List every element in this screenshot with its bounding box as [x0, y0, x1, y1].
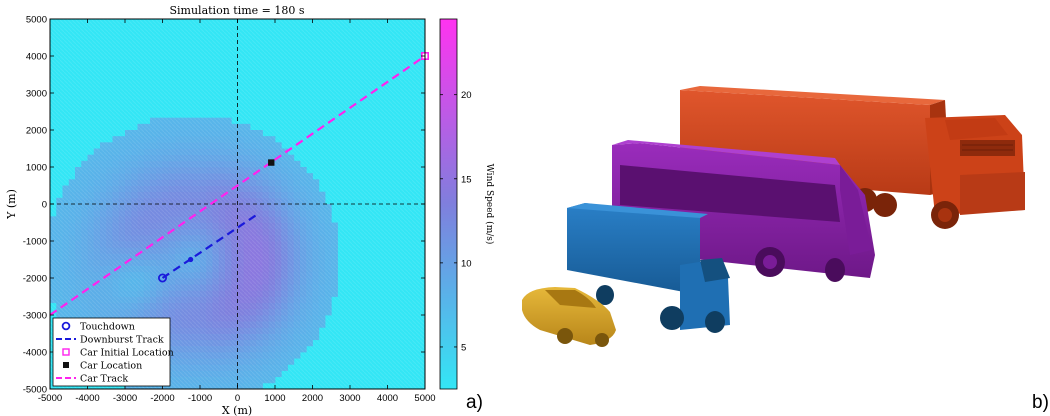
y-tick-label: 1000 [26, 163, 47, 174]
y-tick-label: 4000 [26, 52, 47, 63]
y-tick-label: -2000 [23, 274, 47, 285]
panel-label-a: a) [466, 392, 483, 413]
x-tick-label: -3000 [113, 393, 137, 404]
colorbar: 5 10 15 20 Wind Speed (m/s) [439, 18, 495, 390]
x-axis-label: X (m) [222, 404, 252, 416]
legend-label: Touchdown [80, 322, 135, 333]
colorbar-tick-label: 10 [461, 258, 472, 269]
colorbar-ticks: 5 10 15 20 [440, 90, 472, 353]
chart-title: Simulation time = 180 s [169, 4, 304, 17]
y-tick-label: -4000 [23, 348, 47, 359]
x-tick-label: 4000 [377, 393, 398, 404]
x-tick-label: -2000 [150, 393, 174, 404]
colorbar-label: Wind Speed (m/s) [484, 164, 495, 245]
car-model [522, 287, 616, 347]
touchdown-marker [157, 273, 167, 283]
downburst-current-point [188, 256, 194, 263]
x-tick-label: -4000 [75, 393, 99, 404]
panel-label-b: b) [1032, 392, 1049, 413]
x-tick-label: -1000 [188, 393, 212, 404]
y-tick-label: 2000 [26, 126, 47, 137]
x-tick-label: 1000 [264, 393, 285, 404]
x-tick-label: 2000 [302, 393, 323, 404]
y-tick-label: 3000 [26, 89, 47, 100]
legend-label: Car Track [80, 374, 128, 385]
y-tick-label: 0 [42, 200, 47, 211]
vehicles-illustration [522, 86, 1025, 347]
y-tick-label: -3000 [23, 311, 47, 322]
legend-label: Car Initial Location [80, 348, 174, 359]
colorbar-gradient [439, 18, 458, 390]
plot-area: -5000 -4000 -3000 -2000 -1000 0 1000 2000 3000 40… [23, 15, 436, 405]
x-tick-label: -5000 [38, 393, 62, 404]
downburst-track-line [161, 214, 257, 279]
axis-ticks: -5000 -4000 -3000 -2000 -1000 0 1000 2000 3000 40… [23, 15, 436, 405]
legend-box [52, 317, 171, 387]
y-tick-label: -5000 [23, 385, 47, 396]
y-tick-label: 5000 [26, 15, 47, 26]
van-model [567, 203, 730, 333]
legend-symbol-touchdown [61, 321, 71, 331]
legend-label: Downburst Track [80, 335, 164, 346]
car-location-marker [268, 159, 275, 166]
x-tick-label: 3000 [339, 393, 360, 404]
colorbar-tick-label: 20 [461, 90, 472, 101]
x-tick-label: 0 [235, 393, 240, 404]
reference-lines [50, 19, 425, 389]
legend-label: Car Location [80, 361, 142, 372]
x-tick-label: 5000 [414, 393, 435, 404]
y-tick-label: -1000 [23, 237, 47, 248]
legend-symbol-car-location [63, 362, 69, 368]
y-axis-label: Y (m) [5, 189, 18, 220]
colorbar-tick-label: 15 [461, 174, 472, 185]
legend: Touchdown Downburst Track Car Initial Loca… [52, 317, 174, 387]
legend-symbol-car-initial [62, 348, 70, 356]
colorbar-tick-label: 5 [461, 342, 466, 353]
legend-items: Touchdown Downburst Track Car Initial Loca… [56, 322, 174, 385]
car-track-line [49, 55, 426, 316]
